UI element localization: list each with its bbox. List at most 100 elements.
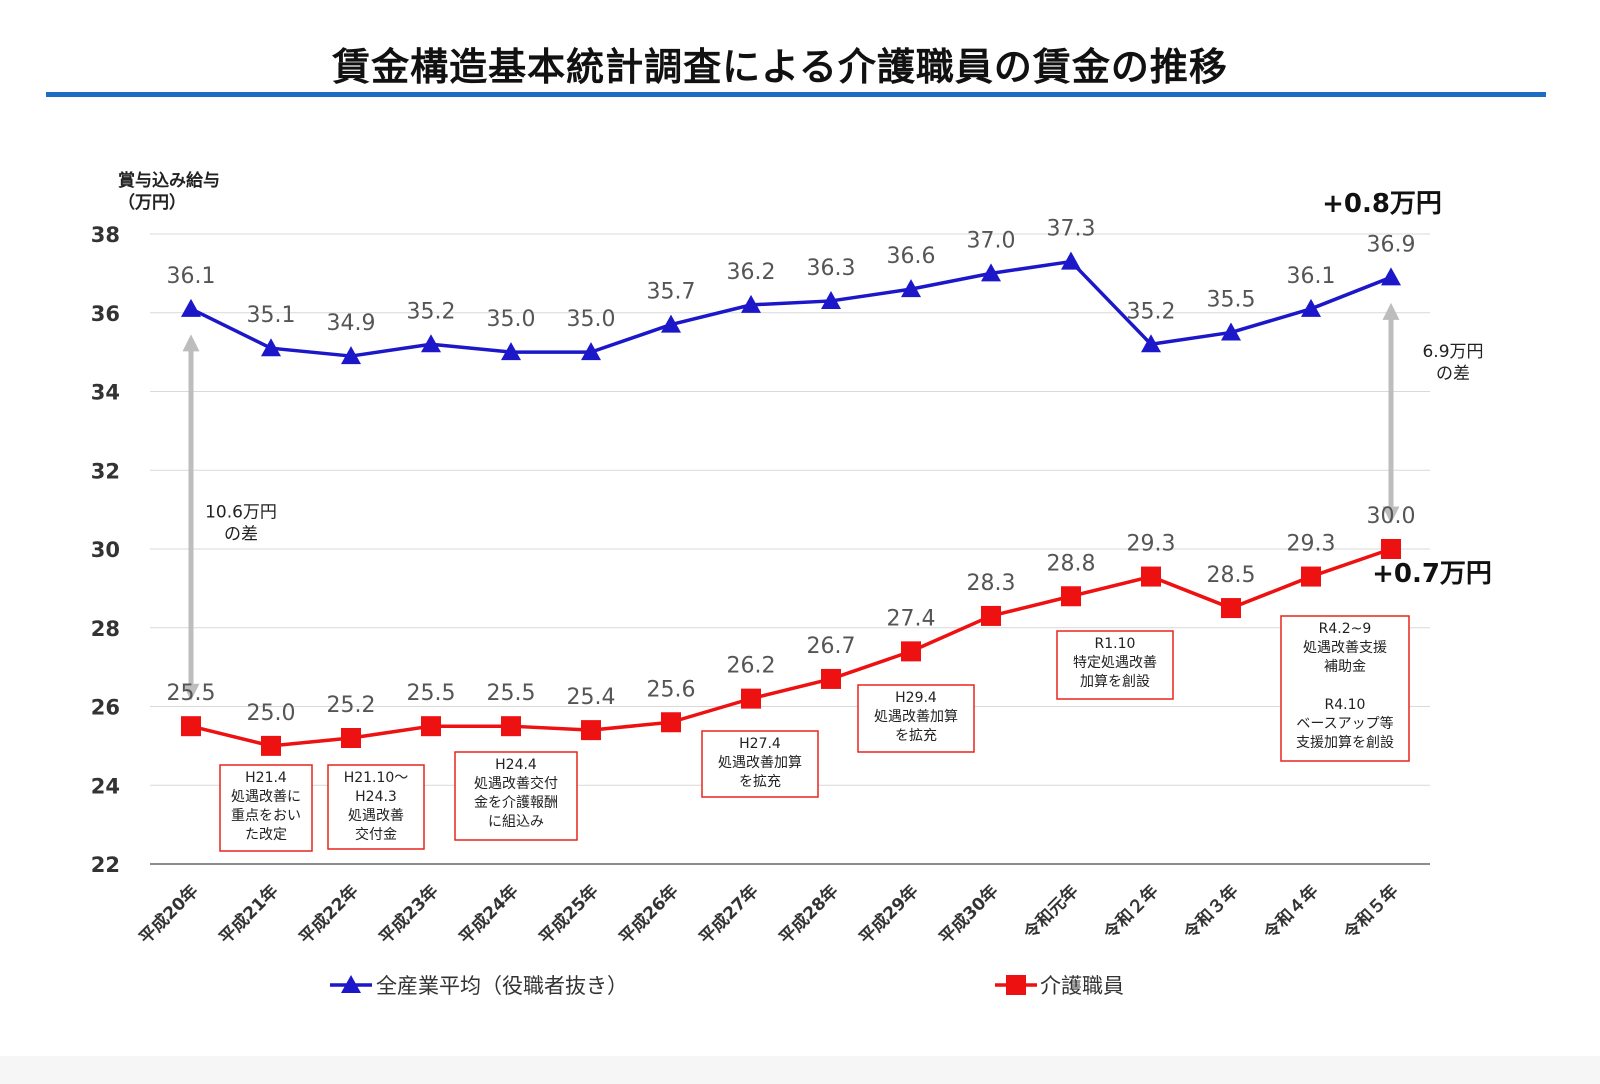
x-tick-label: 令和３年 (1180, 881, 1243, 944)
annotation-text: を拡充 (895, 728, 937, 744)
data-label: 35.2 (1127, 299, 1176, 324)
data-point-square (1381, 539, 1401, 559)
data-label: 25.5 (487, 681, 536, 706)
data-point-triangle (1061, 251, 1081, 270)
y-tick-label: 22 (91, 853, 120, 877)
data-label: 25.6 (647, 677, 696, 702)
data-label: 28.5 (1207, 563, 1256, 588)
series-group (181, 251, 1401, 756)
y-axis: 22 24 26 28 30 32 34 36 38 賞与込み給与（万円） (91, 170, 220, 877)
x-tick-label: 令和５年 (1340, 881, 1403, 944)
data-point-square (741, 688, 761, 709)
data-point-triangle (341, 346, 361, 365)
delta-bottom-label: +0.7万円 (1372, 559, 1492, 589)
gap-label: の差 (1436, 364, 1470, 384)
data-label: 35.0 (487, 307, 536, 332)
annotation-text: H27.4 (739, 736, 781, 752)
legend-label: 全産業平均（役職者抜き） (376, 974, 628, 998)
annotation-text: 補助金 (1324, 659, 1366, 675)
data-point-square (581, 720, 601, 741)
data-point-triangle (261, 338, 281, 357)
gap-label: の差 (224, 525, 258, 545)
data-point-square (1061, 586, 1081, 607)
data-label: 25.5 (167, 681, 216, 706)
x-tick-label: 平成23年 (375, 881, 443, 949)
annotation-text: H24.4 (495, 757, 537, 773)
legend-marker-square (1006, 975, 1026, 995)
data-point-square (821, 668, 841, 689)
gridlines (150, 233, 1430, 865)
data-point-triangle (1301, 298, 1321, 317)
x-tick-label: 令和２年 (1100, 881, 1163, 944)
data-label: 35.7 (647, 280, 696, 305)
annotation-box (1056, 630, 1174, 700)
legend-marker-triangle (341, 975, 361, 993)
y-tick-label: 34 (91, 381, 120, 405)
x-tick-label: 平成21年 (215, 881, 283, 949)
data-label: 29.3 (1287, 532, 1336, 557)
data-point-triangle (821, 290, 841, 309)
data-labels: 36.1 35.1 34.9 35.2 35.0 35.0 35.7 36.2 36.3 36.6… (167, 217, 1416, 726)
annotation-text: 支援加算を創設 (1296, 735, 1394, 751)
data-label: 35.0 (567, 307, 616, 332)
data-point-square (261, 735, 281, 756)
delta-labels: +0.8万円 +0.7万円 (1322, 189, 1492, 589)
annotation-text: 特定処遇改善 (1073, 655, 1157, 671)
data-label: 36.6 (887, 244, 936, 269)
data-point-triangle (661, 314, 681, 333)
y-tick-label: 28 (91, 617, 120, 641)
legend: 全産業平均（役職者抜き） 介護職員 (330, 974, 1124, 998)
data-point-square (421, 716, 441, 737)
x-tick-label: 平成22年 (295, 881, 363, 949)
y-axis-title: （万円） (118, 192, 186, 213)
x-axis: 平成20年 平成21年 平成22年 平成23年 平成24年 平成25年 平成26年 平成27年… (135, 881, 1403, 949)
annotation-text: 処遇改善支援 (1303, 640, 1387, 656)
annotation-text: 重点をおい (231, 808, 301, 824)
annotation-box (701, 730, 819, 798)
data-label: 27.4 (887, 606, 936, 631)
annotation-box (327, 764, 425, 850)
annotation-text: に組込み (488, 814, 544, 830)
annotation-text: 処遇改善加算 (718, 755, 802, 771)
x-tick-label: 平成20年 (135, 881, 203, 949)
x-tick-label: 平成27年 (695, 881, 763, 949)
data-point-square (1141, 566, 1161, 587)
data-label: 29.3 (1127, 532, 1176, 557)
data-label: 25.0 (247, 701, 296, 726)
annotation-text: を拡充 (739, 774, 781, 790)
annotation-text: H21.10～ (344, 770, 409, 786)
data-label: 30.0 (1367, 504, 1416, 529)
annotation-text: R4.10 (1325, 697, 1366, 713)
annotation-box (1280, 615, 1410, 762)
annotation-text: H21.4 (245, 770, 287, 786)
data-point-triangle (181, 298, 201, 317)
annotation-text: 処遇改善交付 (474, 775, 558, 792)
data-point-square (1301, 566, 1321, 587)
delta-top-label: +0.8万円 (1322, 189, 1442, 219)
y-tick-label: 38 (91, 223, 120, 247)
annotation-text: 処遇改善に (231, 789, 301, 805)
page-title: 賃金構造基本統計調査による介護職員の賃金の推移 (332, 45, 1228, 89)
gap-label: 10.6万円 (205, 503, 277, 523)
annotation-text: R4.2~9 (1319, 621, 1372, 637)
annotation-text: 交付金 (355, 826, 397, 843)
data-point-triangle (901, 279, 921, 298)
title-underline (46, 92, 1546, 97)
data-point-square (901, 641, 921, 662)
data-point-square (661, 712, 681, 733)
annotation-text: ベースアップ等 (1296, 715, 1393, 732)
annotation-text: 処遇改善加算 (874, 709, 958, 725)
data-label: 26.2 (727, 654, 776, 679)
data-point-triangle (1381, 267, 1401, 286)
annotation-box (219, 764, 313, 852)
data-point-triangle (501, 342, 521, 361)
bottom-band (0, 1056, 1600, 1084)
data-label: 34.9 (327, 311, 376, 336)
data-point-triangle (581, 342, 601, 361)
data-label: 26.7 (807, 634, 856, 659)
x-tick-label: 平成30年 (935, 881, 1003, 949)
data-point-square (341, 728, 361, 748)
